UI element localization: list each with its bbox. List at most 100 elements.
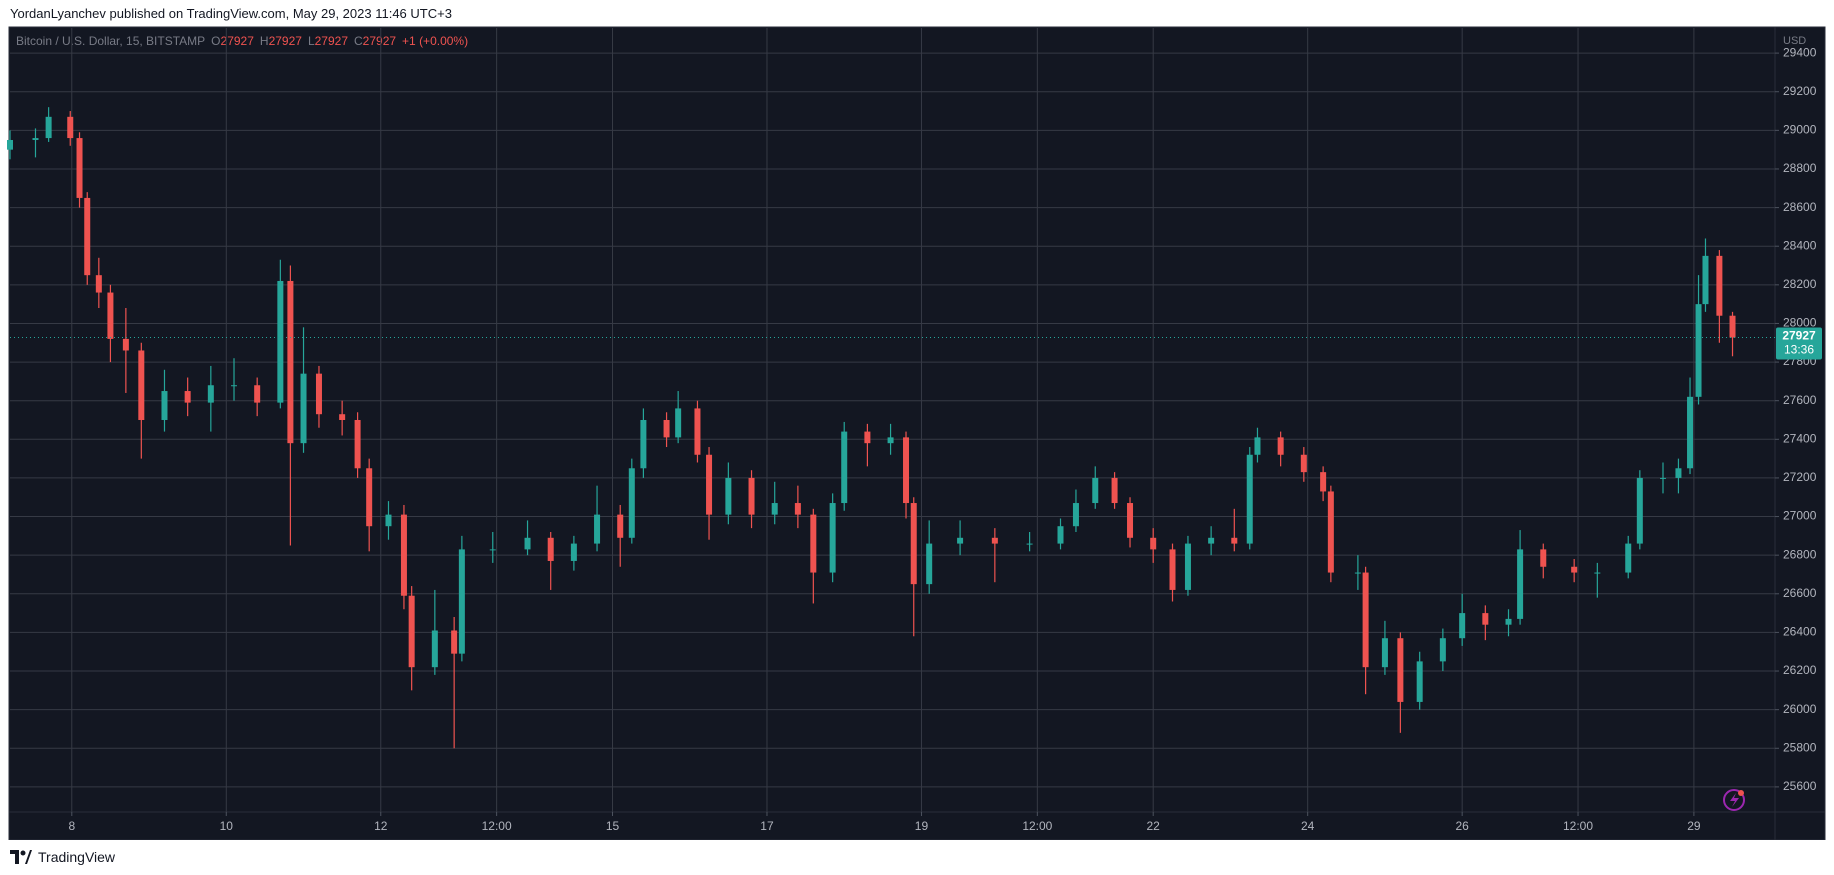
x-tick-label: 29 [1687, 819, 1701, 833]
y-tick-label: 26400 [1783, 625, 1817, 639]
icon-dot [1738, 790, 1744, 796]
y-tick-label: 27400 [1783, 431, 1817, 445]
y-tick-label: 25800 [1783, 740, 1817, 754]
candle-body [1072, 503, 1079, 527]
candle-body [1231, 537, 1238, 544]
candle-body [1150, 537, 1157, 550]
candle-body [663, 420, 670, 438]
candle-body [570, 543, 577, 561]
candle-body [339, 414, 346, 420]
candle-body [1300, 454, 1307, 473]
candle-body [841, 431, 848, 504]
candle-body [1246, 454, 1253, 544]
candle-body [640, 420, 647, 469]
candle-body [1184, 543, 1191, 590]
last-price-box [1776, 327, 1822, 360]
legend-ohlc-value: 27927 [269, 34, 303, 48]
candle-body [1716, 255, 1723, 316]
candle-body [161, 391, 168, 420]
candle-body [300, 373, 307, 444]
candle-body [354, 420, 361, 469]
footer: TradingView [10, 849, 115, 865]
candle-body [1111, 477, 1118, 504]
x-tick-label: 26 [1455, 819, 1469, 833]
candle-body [1208, 537, 1215, 544]
candle-body [1327, 491, 1334, 573]
x-tick-label: 10 [220, 819, 234, 833]
candle-body [1439, 638, 1446, 662]
candle-body [385, 514, 392, 527]
candle-body [45, 116, 52, 139]
x-tick-label: 15 [606, 819, 620, 833]
candle-body [594, 514, 601, 544]
y-tick-label: 28000 [1783, 316, 1817, 330]
candle-body [725, 477, 732, 515]
candle-body [1026, 543, 1033, 545]
y-tick-label: 26800 [1783, 547, 1817, 561]
candle-body [254, 385, 261, 403]
candle-body [1092, 477, 1099, 504]
legend-ohlc-value: 27927 [315, 34, 349, 48]
brand-logo [10, 850, 32, 864]
legend-ohlc-label: H [260, 34, 269, 48]
y-tick-label: 28800 [1783, 161, 1817, 175]
candle-body [1702, 255, 1709, 305]
candle-body [1675, 468, 1682, 478]
candle-body [628, 468, 635, 538]
candle-body [694, 408, 701, 455]
candle-body [408, 595, 415, 668]
y-tick-label: 28400 [1783, 238, 1817, 252]
y-tick-label: 29200 [1783, 84, 1817, 98]
y-tick-label: 27000 [1783, 509, 1817, 523]
candle-body [1659, 477, 1666, 479]
candle-body [489, 549, 496, 551]
candle-body [1482, 613, 1489, 625]
y-axis-label: USD [1783, 35, 1806, 47]
candle-body [926, 543, 933, 585]
candle-body [315, 373, 322, 415]
x-tick-label: 8 [68, 819, 75, 833]
candle-body [7, 140, 13, 150]
x-tick-label: 12:00 [1563, 819, 1593, 833]
candle-body [547, 537, 554, 561]
candle-body [1381, 638, 1388, 668]
candle-body [706, 454, 713, 515]
candle-body [138, 350, 145, 420]
candle-body [95, 275, 102, 293]
x-tick-label: 17 [760, 819, 774, 833]
candle-body [431, 630, 438, 668]
grid [10, 28, 1775, 812]
legend-ohlc-value: 27927 [221, 34, 255, 48]
candle-body [1729, 315, 1736, 338]
y-tick-label: 26600 [1783, 586, 1817, 600]
candle-body [794, 503, 801, 515]
candle-body [887, 437, 894, 444]
legend-ohlc-label: C [354, 34, 363, 48]
legend-ohlc-label: O [211, 34, 220, 48]
candle-body [184, 391, 191, 403]
candle-body [829, 503, 836, 573]
candle-body [207, 385, 214, 403]
last-price-label: 27927 [1782, 329, 1816, 343]
candle-body [1459, 613, 1466, 639]
legend-ohlc-label: L [308, 34, 315, 48]
candle-body [1695, 304, 1702, 397]
candle-body [1254, 437, 1261, 455]
candle-body [991, 537, 998, 544]
candle-body [1320, 472, 1327, 492]
candle-body [675, 408, 682, 438]
candle-body [810, 514, 817, 573]
candle-body [1354, 572, 1361, 574]
candle-body [458, 549, 465, 654]
candle-body [1571, 566, 1578, 573]
candle-body [400, 514, 407, 596]
candle-body [771, 503, 778, 515]
legend-change: +1 (+0.00%) [402, 34, 468, 48]
legend: Bitcoin / U.S. Dollar, 15, BITSTAMP O 279… [16, 34, 468, 48]
y-tick-label: 27200 [1783, 470, 1817, 484]
candle-body [957, 537, 964, 544]
x-tick-label: 12:00 [1022, 819, 1052, 833]
chart: Bitcoin / U.S. Dollar, 15, BITSTAMP O 279… [7, 26, 1826, 840]
candle-body [122, 338, 129, 351]
